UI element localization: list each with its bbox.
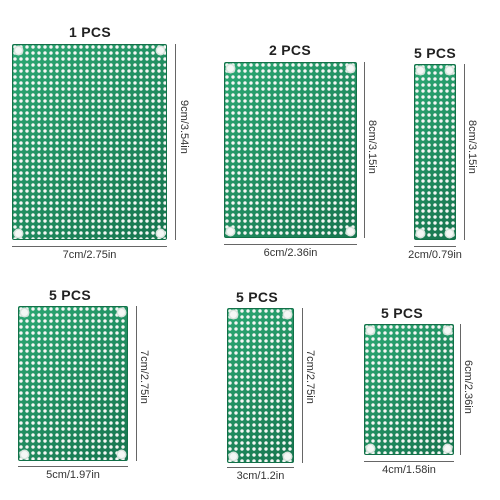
mount-hole-icon <box>15 230 22 237</box>
board-7x9-width-label: 7cm/2.75in <box>62 249 117 261</box>
mount-hole-icon <box>367 327 374 334</box>
mount-hole-icon <box>227 228 234 235</box>
board-7x9-height-line <box>175 44 176 240</box>
board-3x7-height-label: 7cm/2.75in <box>304 350 316 404</box>
mount-hole-icon <box>347 65 354 72</box>
board-4x6-height-line <box>460 324 461 455</box>
board-4x6-height-label: 6cm/2.36in <box>462 360 474 414</box>
board-5x7-width-label: 5cm/1.97in <box>46 469 100 481</box>
mount-hole-icon <box>118 309 125 316</box>
board-7x9-count: 1 PCS <box>69 24 111 40</box>
board-6x8 <box>224 62 357 238</box>
mount-hole-icon <box>417 230 424 237</box>
board-4x6-count: 5 PCS <box>381 305 423 321</box>
board-3x7-width-line <box>227 467 294 468</box>
mount-hole-icon <box>230 311 237 318</box>
board-2x8-count: 5 PCS <box>414 45 456 61</box>
board-6x8-width-label: 6cm/2.36in <box>263 247 318 259</box>
board-3x7-height-line <box>302 308 303 463</box>
mount-hole-icon <box>227 65 234 72</box>
board-7x9-height-label: 9cm/3.54in <box>178 100 190 154</box>
board-2x8-width-label: 2cm/0.79in <box>408 249 462 261</box>
board-2x8-height-line <box>464 64 465 240</box>
board-2x8-height-label: 8cm/3.15in <box>466 120 478 174</box>
board-6x8-count: 2 PCS <box>269 42 311 58</box>
board-5x7-height-line <box>136 306 137 461</box>
mount-hole-icon <box>347 228 354 235</box>
mount-hole-icon <box>157 230 164 237</box>
mount-hole-icon <box>230 453 237 460</box>
mount-hole-icon <box>444 327 451 334</box>
mount-hole-icon <box>21 451 28 458</box>
board-7x9 <box>12 44 167 240</box>
board-6x8-height-label: 8cm/3.15in <box>366 120 378 174</box>
mount-hole-icon <box>157 47 164 54</box>
mount-hole-icon <box>15 47 22 54</box>
board-5x7 <box>18 306 128 461</box>
board-6x8-width-line <box>224 244 357 245</box>
board-3x7-width-label: 3cm/1.2in <box>236 470 285 482</box>
mount-hole-icon <box>118 451 125 458</box>
board-2x8 <box>414 64 456 240</box>
mount-hole-icon <box>367 445 374 452</box>
mount-hole-icon <box>21 309 28 316</box>
board-3x7-count: 5 PCS <box>236 289 278 305</box>
board-5x7-height-label: 7cm/2.75in <box>138 350 150 404</box>
board-7x9-width-line <box>12 246 167 247</box>
board-5x7-width-line <box>18 466 128 467</box>
mount-hole-icon <box>417 67 424 74</box>
board-2x8-width-line <box>414 246 456 247</box>
mount-hole-icon <box>444 445 451 452</box>
mount-hole-icon <box>446 67 453 74</box>
board-4x6-width-label: 4cm/1.58in <box>382 464 436 476</box>
board-6x8-height-line <box>364 62 365 238</box>
mount-hole-icon <box>446 230 453 237</box>
board-3x7 <box>227 308 294 463</box>
mount-hole-icon <box>284 311 291 318</box>
board-4x6 <box>364 324 454 455</box>
board-5x7-count: 5 PCS <box>49 287 91 303</box>
mount-hole-icon <box>284 453 291 460</box>
board-4x6-width-line <box>364 461 454 462</box>
